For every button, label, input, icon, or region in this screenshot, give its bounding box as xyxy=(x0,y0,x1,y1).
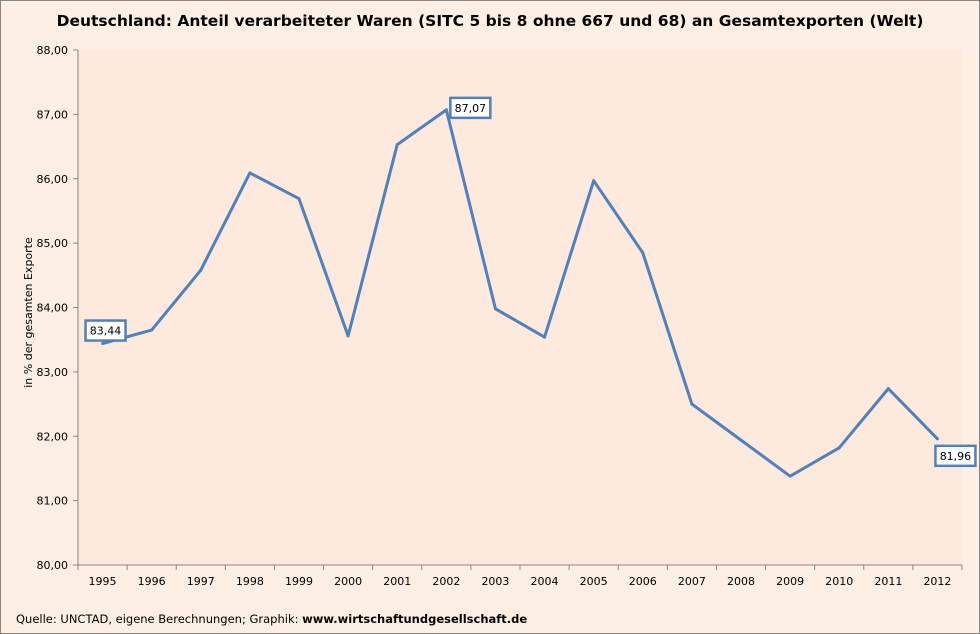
data-point xyxy=(886,387,890,391)
x-tick-label: 2010 xyxy=(825,575,853,588)
x-tick-label: 2003 xyxy=(481,575,509,588)
data-point xyxy=(739,438,743,442)
x-tick-label: 1995 xyxy=(89,575,117,588)
x-tick-label: 2006 xyxy=(629,575,657,588)
data-point xyxy=(297,197,301,201)
data-label: 81,96 xyxy=(940,450,972,463)
x-tick-label: 2001 xyxy=(383,575,411,588)
data-point xyxy=(444,108,448,112)
data-point xyxy=(493,307,497,311)
data-label-box xyxy=(84,319,127,342)
data-label: 87,07 xyxy=(455,102,487,115)
x-tick-label: 2005 xyxy=(580,575,608,588)
series-line xyxy=(102,108,939,478)
plot-area xyxy=(78,50,962,565)
x-tick-label: 2008 xyxy=(727,575,755,588)
x-tick-label: 2002 xyxy=(432,575,460,588)
data-point xyxy=(101,342,105,346)
y-tick-label: 84,00 xyxy=(37,302,69,315)
x-tick-label: 1999 xyxy=(285,575,313,588)
y-tick-label: 88,00 xyxy=(37,44,69,57)
x-tick-label: 1996 xyxy=(138,575,166,588)
data-point xyxy=(837,446,841,450)
data-point xyxy=(690,402,694,406)
data-label: 83,44 xyxy=(90,325,122,338)
y-tick-label: 82,00 xyxy=(37,430,69,443)
y-tick-label: 86,00 xyxy=(37,173,69,186)
y-tick-label: 87,00 xyxy=(37,108,69,121)
x-tick-label: 2007 xyxy=(678,575,706,588)
data-point xyxy=(346,334,350,338)
y-tick-label: 83,00 xyxy=(37,366,69,379)
x-tick-label: 2012 xyxy=(923,575,951,588)
data-point xyxy=(199,268,203,272)
x-tick-label: 2011 xyxy=(874,575,902,588)
data-point xyxy=(395,143,399,147)
x-tick-label: 2004 xyxy=(531,575,559,588)
y-tick-label: 85,00 xyxy=(37,237,69,250)
source-text: Quelle: UNCTAD, eigene Berechnungen; Gra… xyxy=(16,612,303,626)
data-label-box xyxy=(934,444,977,468)
data-point xyxy=(592,179,596,183)
data-point xyxy=(641,251,645,255)
y-axis-label: in % der gesamten Exporte xyxy=(22,237,35,388)
website-link: www.wirtschaftundgesellschaft.de xyxy=(302,612,528,626)
data-point xyxy=(248,171,252,175)
x-tick-label: 2000 xyxy=(334,575,362,588)
y-tick-label: 80,00 xyxy=(37,559,69,572)
data-point xyxy=(543,335,547,339)
data-label-box xyxy=(449,96,492,120)
data-point xyxy=(788,474,792,478)
x-tick-label: 1997 xyxy=(187,575,215,588)
data-point xyxy=(935,437,939,441)
y-tick-label: 81,00 xyxy=(37,495,69,508)
x-tick-label: 2009 xyxy=(776,575,804,588)
data-point xyxy=(150,328,154,332)
chart-title: Deutschland: Anteil verarbeiteter Waren … xyxy=(56,12,924,30)
source-footer: Quelle: UNCTAD, eigene Berechnungen; Gra… xyxy=(16,612,527,626)
x-tick-label: 1998 xyxy=(236,575,264,588)
